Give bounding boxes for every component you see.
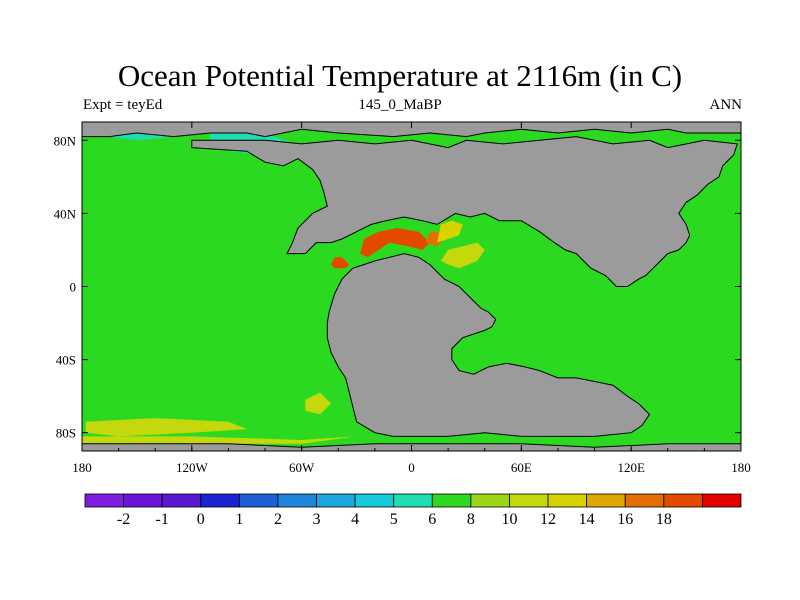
colorbar-label: 14 (579, 511, 595, 528)
colorbar-box (702, 493, 742, 508)
x-tick-label: 60W (289, 460, 315, 475)
colorbar-box (200, 493, 240, 508)
colorbar-box (316, 493, 356, 508)
time-label: 145_0_MaBP (358, 97, 442, 113)
x-tick-label: 120W (176, 460, 209, 475)
colorbar-label: 0 (197, 511, 205, 528)
gondwana (326, 253, 651, 437)
colorbar-label: 3 (313, 511, 321, 528)
experiment-label: Expt = teyEd (83, 97, 163, 113)
colorbar-box (663, 493, 703, 508)
colorbar-box (393, 493, 433, 508)
colorbar-label: 8 (467, 511, 475, 528)
colorbar-box (354, 493, 395, 508)
colorbar-box (470, 493, 510, 508)
x-tick-label: 60E (511, 460, 532, 475)
colorbar-box (547, 493, 588, 508)
tethys-yellow-patch (437, 220, 463, 243)
y-tick-label: 0 (70, 280, 77, 295)
y-tick-label: 40S (56, 353, 76, 368)
map-title: Ocean Potential Temperature at 2116m (in… (117, 58, 683, 93)
colorbar-box (161, 493, 202, 508)
colorbar-label: 1 (235, 511, 243, 528)
season-label: ANN (709, 97, 743, 113)
x-tick-label: 120E (617, 460, 645, 475)
colorbar-label: -2 (117, 511, 130, 528)
x-tick-label: 180 (731, 460, 751, 475)
colorbar-box (123, 493, 163, 508)
colorbar-box (624, 493, 665, 508)
east-tethys-lime (440, 242, 485, 269)
colorbar-label: 12 (540, 511, 556, 528)
colorbar-label: 4 (351, 511, 359, 528)
south-ocean-lime (82, 436, 357, 444)
colorbar-label: 2 (274, 511, 282, 528)
y-tick-label: 80S (56, 426, 76, 441)
y-tick-label: 40N (54, 206, 77, 221)
colorbar-label: 6 (428, 511, 436, 528)
north-polar-land (82, 122, 741, 138)
tethys-small-patch (331, 257, 350, 269)
colorbar-box (238, 493, 279, 508)
y-tick-label: 80N (54, 133, 77, 148)
colorbar-labels: -2 -1 0 1 2 3 4 5 6 8 10 12 14 16 18 (117, 511, 672, 528)
colorbar-box (84, 493, 124, 508)
colorbar-label: 10 (501, 511, 517, 528)
colorbar-label: -1 (156, 511, 169, 528)
colorbar-box (277, 493, 317, 508)
map-layers (82, 122, 741, 451)
colorbar-box (509, 493, 549, 508)
tethys-warm-patch (360, 228, 430, 258)
colorbar-boxes (84, 493, 742, 508)
colorbar-label: 5 (390, 511, 398, 528)
x-tick-label: 0 (408, 460, 415, 475)
south-pacific-lime-2 (305, 392, 331, 415)
colorbar-label: 16 (617, 511, 633, 528)
colorbar-box (586, 493, 626, 508)
colorbar-box (431, 493, 472, 508)
laurasia (191, 136, 738, 287)
x-tick-label: 180 (72, 460, 92, 475)
colorbar-label: 18 (656, 511, 672, 528)
south-pacific-lime (85, 418, 247, 437)
axis-ticks: 180 120W 60W 0 60E 120E 180 80N 40N 0 40S 80S (54, 122, 751, 475)
